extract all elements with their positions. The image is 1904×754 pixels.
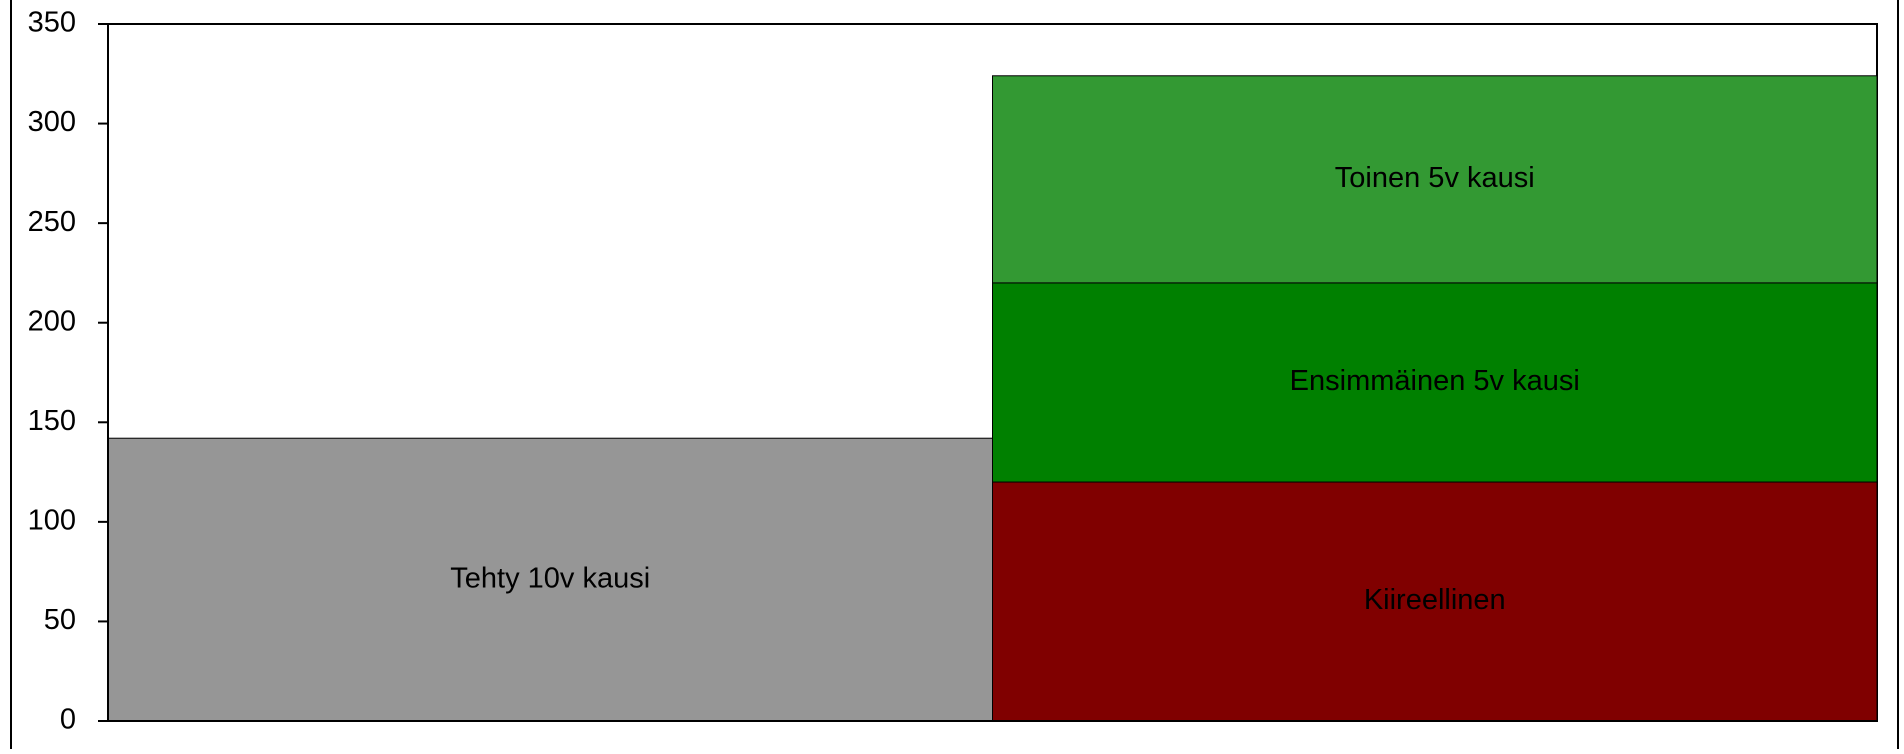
segment-label: Ensimmäinen 5v kausi [1290,365,1580,397]
y-tick-label: 250 [28,206,76,238]
segment-label: Toinen 5v kausi [1335,162,1535,194]
segment-label: Kiireellinen [1364,584,1506,616]
segment-label: Tehty 10v kausi [450,562,650,594]
y-tick-label: 50 [44,604,76,636]
bar-segment [107,437,993,722]
y-tick-label: 350 [28,7,76,39]
y-tick-label: 200 [28,305,76,337]
y-tick-label: 150 [28,405,76,437]
bar-segment [992,75,1878,284]
y-tick-label: 300 [28,106,76,138]
y-tick-label: 100 [28,505,76,537]
y-tick-label: 0 [60,704,76,736]
bar-segment [992,282,1878,483]
